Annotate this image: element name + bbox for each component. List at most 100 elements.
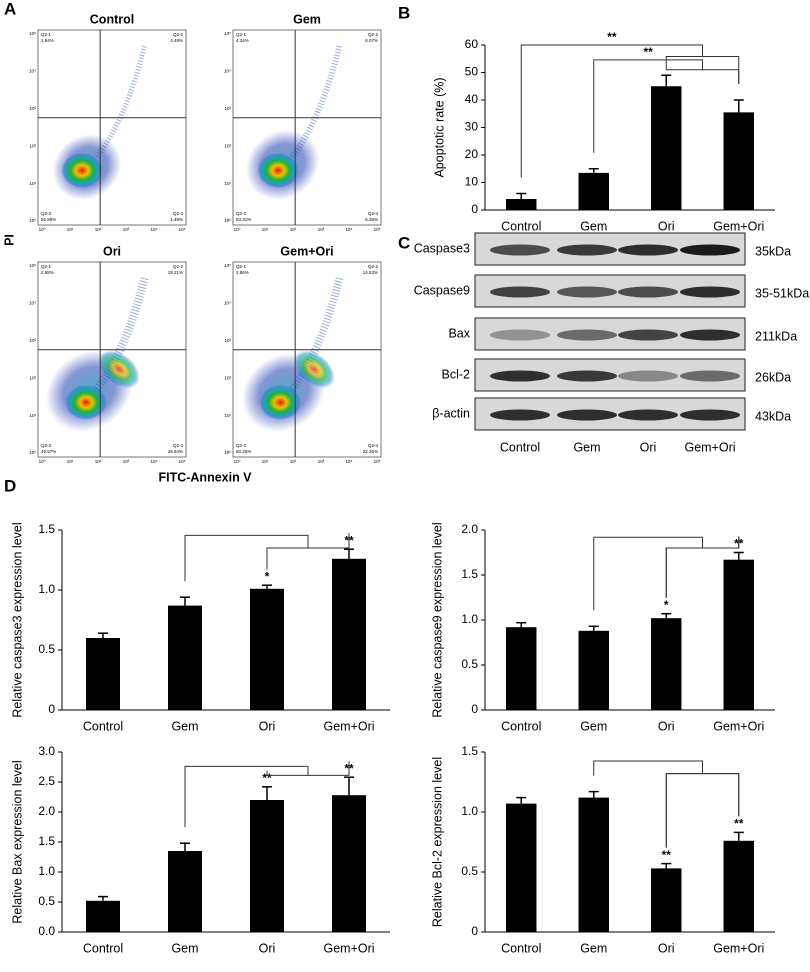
x-tick-label: Gem+Ori: [323, 941, 374, 955]
quadrant-percent: 28.64%: [168, 449, 183, 454]
bar: [723, 840, 754, 932]
y-tick-label: 3.0: [38, 744, 55, 758]
y-tick-label: 0: [471, 202, 478, 216]
y-tick-label: 10: [465, 175, 479, 189]
bar: [506, 803, 537, 932]
quadrant-name: Q2-3: [236, 211, 247, 216]
x-tick-label: Gem: [171, 719, 198, 733]
flow-y-tick: 10²: [29, 375, 36, 380]
flow-y-tick: 10⁴: [29, 301, 36, 306]
significance-label: **: [734, 817, 744, 831]
quadrant-percent: 60.25%: [236, 449, 251, 454]
panel-label: A: [4, 0, 16, 18]
bar: [651, 868, 682, 932]
significance-bracket: [593, 59, 740, 153]
y-axis-label: Relative Bax expression level: [10, 760, 24, 923]
flow-x-tick: 10⁵: [374, 227, 381, 232]
flow-x-tick: 10²: [95, 227, 102, 232]
y-tick-label: 1.0: [461, 612, 478, 626]
y-tick-label: 1.5: [38, 834, 55, 848]
quadrant-name: Q2-3: [236, 443, 247, 448]
bar: [506, 627, 537, 710]
blot-band: [557, 409, 617, 421]
y-tick-label: 60: [465, 37, 479, 51]
flow-x-tick: 10²: [290, 227, 297, 232]
blot-band: [680, 409, 740, 421]
x-tick-label: Gem: [580, 719, 607, 733]
x-tick-label: Ori: [259, 941, 276, 955]
flow-x-tick: 10⁴: [151, 227, 158, 232]
flow-title: Ori: [103, 244, 121, 258]
flow-y-tick: 10⁵: [29, 31, 36, 36]
flow-x-tick: 10⁰: [234, 227, 241, 232]
bar: [250, 588, 284, 710]
flow-y-tick: 10⁰: [29, 450, 36, 455]
flow-title: Gem: [293, 12, 321, 26]
flow-y-tick: 10³: [224, 338, 231, 343]
quadrant-percent: 83.31%: [236, 217, 251, 222]
blot-band: [557, 329, 617, 341]
cell-tail: [289, 276, 344, 392]
flow-y-label: PI: [2, 234, 16, 246]
cell-core: [61, 152, 103, 188]
x-tick-label: Gem+Ori: [713, 941, 764, 955]
blot-band: [490, 370, 550, 382]
flow-x-tick: 10¹: [262, 459, 269, 464]
blot-size: 43kDa: [755, 409, 791, 423]
significance-label: **: [662, 848, 672, 862]
y-tick-label: 2.5: [38, 774, 55, 788]
blot-band: [680, 329, 740, 341]
x-tick-label: Gem: [580, 219, 607, 233]
y-axis-label: Relative Bcl-2 expression level: [430, 757, 444, 927]
flow-frame: [232, 29, 382, 226]
significance-bracket: [665, 536, 740, 598]
y-tick-label: 50: [465, 65, 479, 79]
blot-band: [618, 370, 678, 382]
flow-y-tick: 10⁰: [224, 450, 231, 455]
cell-tail: [95, 44, 148, 159]
blot-protein: Caspase3: [414, 241, 470, 255]
x-tick-label: Ori: [658, 219, 675, 233]
flow-x-tick: 10³: [318, 459, 325, 464]
y-tick-label: 0.5: [461, 657, 478, 671]
flow-x-tick: 10⁰: [234, 459, 241, 464]
quadrant-name: Q2-1: [236, 264, 247, 269]
blot-lane: Gem+Ori: [684, 440, 735, 454]
quadrant-name: Q2-2: [368, 32, 379, 37]
y-tick-label: 0: [471, 702, 478, 716]
y-tick-label: 1.5: [461, 744, 478, 758]
flow-y-tick: 10⁴: [29, 69, 36, 74]
flow-y-tick: 10³: [29, 106, 36, 111]
quadrant-percent: 92.89%: [41, 217, 56, 222]
blot-band: [490, 244, 550, 256]
blot-band: [680, 370, 740, 382]
flow-y-tick: 10²: [29, 143, 36, 148]
quadrant-name: Q2-2: [173, 264, 184, 269]
bar: [506, 199, 537, 210]
bar: [723, 559, 754, 710]
significance-annotation: **: [643, 45, 653, 59]
bar: [651, 618, 682, 710]
flow-x-tick: 10⁴: [346, 459, 353, 464]
bar: [332, 795, 366, 932]
y-tick-label: 0: [48, 702, 55, 716]
quadrant-percent: 19.21%: [168, 270, 183, 275]
quadrant-percent: 49.57%: [41, 449, 56, 454]
blot-band: [557, 244, 617, 256]
quadrant-name: Q2-2: [368, 264, 379, 269]
flow-x-tick: 10⁴: [346, 227, 353, 232]
quadrant-percent: 4.49%: [170, 38, 183, 43]
cell-tail: [93, 276, 149, 392]
quadrant-percent: 6.38%: [365, 217, 378, 222]
flow-x-tick: 10¹: [67, 459, 74, 464]
x-tick-label: Gem: [171, 941, 198, 955]
flow-y-tick: 10²: [224, 143, 231, 148]
flow-x-tick: 10³: [123, 459, 130, 464]
flow-title: Control: [90, 12, 134, 26]
y-tick-label: 1.0: [461, 804, 478, 818]
blot-protein: Caspase9: [414, 283, 470, 297]
x-tick-label: Ori: [259, 719, 276, 733]
blot-size: 35-51kDa: [755, 286, 809, 300]
flow-y-tick: 10⁵: [29, 263, 36, 268]
panel-label: C: [398, 233, 410, 252]
